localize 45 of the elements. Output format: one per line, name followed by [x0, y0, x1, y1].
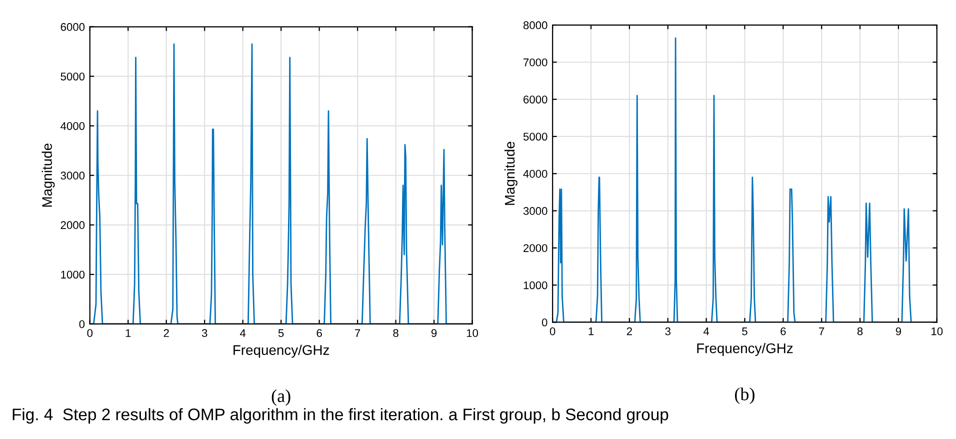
x-tick-label: 1	[588, 327, 594, 336]
x-tick-label: 5	[278, 329, 284, 338]
x-tick-label: 8	[857, 327, 863, 336]
x-tick-label: 2	[626, 327, 632, 336]
caption: Fig. 4 Step 2 results of OMP algorithm in the first iteration. a First group, b Second group	[12, 408, 668, 424]
x-tick-label: 0	[87, 329, 93, 338]
x-tick-label: 4	[703, 327, 710, 336]
x-tick-label: 7	[819, 327, 824, 336]
y-tick-label: 6000	[60, 23, 85, 31]
x-tick-label: 8	[393, 329, 398, 338]
y-tick-label: 7000	[524, 58, 548, 66]
y-axis-title: Magnitude	[42, 144, 55, 207]
y-tick-label: 3000	[60, 172, 85, 180]
x-tick-label: 9	[896, 327, 902, 336]
y-tick-label: 1000	[524, 281, 548, 290]
x-tick-label: 7	[355, 329, 360, 337]
x-tick-label: 2	[164, 329, 169, 337]
y-tick-label: 0	[79, 320, 85, 328]
y-tick-label: 3000	[523, 207, 548, 215]
x-tick-label: 6	[316, 329, 322, 338]
x-axis-title: Frequency/GHz	[234, 344, 330, 358]
y-tick-label: 2000	[60, 221, 85, 230]
y-tick-label: 5000	[60, 72, 85, 80]
y-tick-label: 1000	[61, 270, 85, 279]
y-tick-label: 4000	[60, 122, 85, 130]
text: (a)	[272, 389, 290, 406]
y-tick-label: 8000	[523, 21, 548, 30]
x-tick-label: 4	[240, 329, 246, 337]
x-tick-label: 6	[780, 327, 786, 336]
y-tick-label: 5000	[523, 132, 548, 141]
x-tick-label: 3	[665, 327, 670, 336]
y-tick-label: 6000	[524, 96, 548, 104]
x-tick-label: 3	[202, 329, 208, 338]
y-tick-label: 0	[542, 318, 548, 326]
text: (b)	[734, 388, 754, 404]
x-tick-label: 9	[431, 329, 437, 338]
x-tick-label: 5	[742, 327, 748, 336]
y-tick-label: 4000	[523, 170, 548, 178]
x-axis-title: Frequency/GHz	[697, 343, 793, 356]
x-tick-label: 0	[550, 327, 556, 336]
y-tick-label: 2000	[524, 244, 548, 252]
x-tick-label: 1	[126, 329, 131, 337]
x-tick-label: 10	[932, 327, 943, 336]
x-tick-label: 10	[466, 329, 478, 338]
y-axis-title: Magnitude	[504, 142, 518, 205]
